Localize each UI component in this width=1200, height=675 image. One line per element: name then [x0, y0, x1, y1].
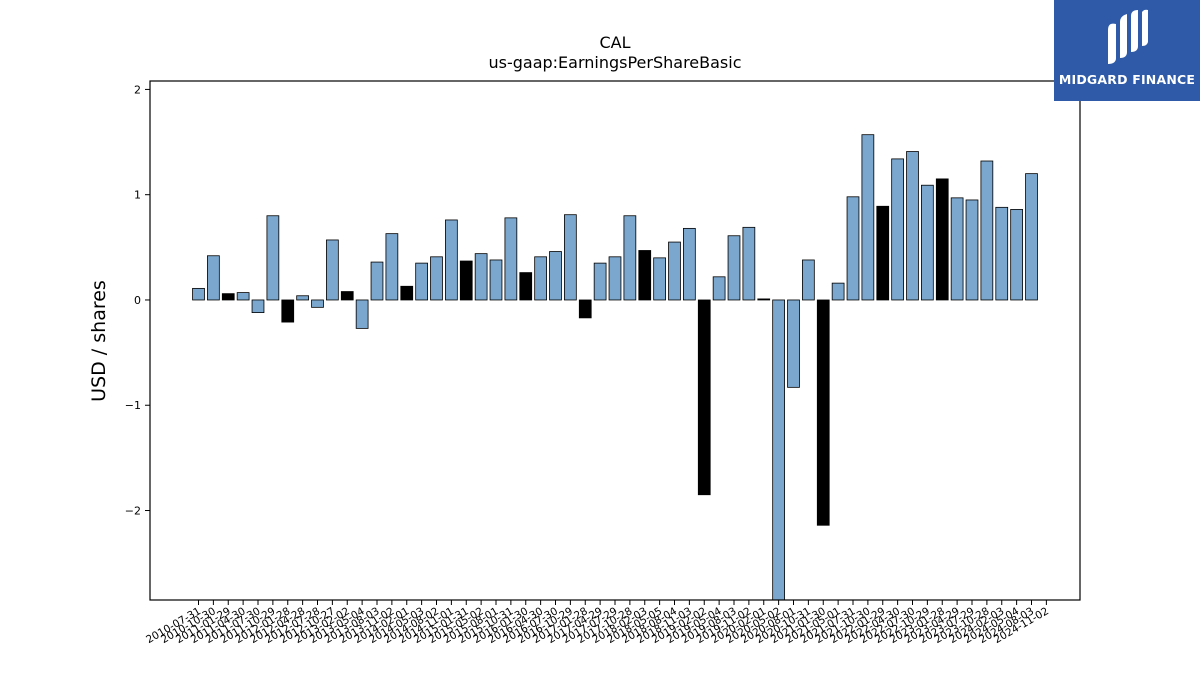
bar-2024-05-04: [1010, 209, 1023, 301]
bar-2019-11-02: [742, 226, 756, 301]
bar-2018-08-04: [668, 241, 681, 301]
bar-2018-11-03: [683, 227, 696, 301]
y-tick-label: 2: [134, 83, 141, 96]
chart-title: CAL: [599, 33, 630, 52]
bar-2019-08-03: [727, 235, 741, 301]
bar-2013-05-04: [355, 299, 369, 329]
bar-2014-05-03: [415, 262, 428, 301]
bar-2013-02-02: [340, 291, 354, 301]
bar-2011-07-30: [251, 299, 265, 314]
bar-2022-10-29: [921, 184, 934, 301]
bar-2019-05-04: [712, 276, 726, 301]
bar-2017-07-29: [608, 256, 622, 301]
bar-2020-08-01: [787, 299, 800, 388]
bar-2024-08-03: [1025, 173, 1038, 301]
bar-2021-01-30: [816, 299, 830, 526]
bar-2021-10-30: [861, 134, 875, 301]
bar-2016-07-30: [549, 251, 562, 301]
bar-2021-07-31: [846, 196, 860, 301]
midgard-logo-icon: [1108, 9, 1148, 65]
bar-2020-05-02: [772, 299, 785, 601]
y-tick-label: 0: [134, 294, 141, 307]
bar-2018-02-03: [638, 250, 652, 301]
bar-2018-05-05: [653, 257, 666, 301]
bar-2022-04-30: [891, 158, 904, 301]
bar-2016-01-30: [519, 272, 533, 301]
bar-2010-07-31: [192, 287, 205, 301]
y-tick-label: 1: [134, 189, 141, 202]
bar-2017-10-28: [623, 215, 637, 301]
brand-logo: MIDGARD FINANCE: [1054, 0, 1200, 101]
bar-2014-02-01: [400, 285, 414, 301]
bar-2023-04-29: [950, 197, 964, 301]
bar-2020-02-01: [757, 298, 771, 301]
bar-2015-01-31: [459, 260, 473, 301]
bar-2023-07-29: [965, 199, 979, 301]
y-tick-label: −1: [125, 399, 141, 412]
x-ticks-group: 2010-07-312010-10-302011-01-292011-04-30…: [144, 600, 1051, 646]
bar-2013-11-02: [385, 233, 399, 301]
bar-2016-04-30: [534, 256, 547, 301]
bar-2011-10-29: [266, 215, 280, 301]
bar-2011-04-30: [236, 292, 250, 301]
bar-2012-07-28: [311, 299, 324, 308]
bar-2014-11-01: [445, 219, 458, 301]
bar-2023-01-28: [935, 178, 949, 301]
plot-frame: [149, 80, 1081, 601]
bar-2021-05-01: [831, 282, 845, 301]
bar-2016-10-29: [564, 214, 577, 301]
bar-2017-04-29: [593, 262, 607, 301]
bar-2010-10-30: [207, 255, 220, 301]
bar-2014-08-02: [430, 256, 443, 301]
bar-2024-02-03: [995, 206, 1009, 301]
bar-2015-10-31: [504, 217, 518, 301]
bar-2012-10-27: [326, 239, 339, 301]
bar-2023-10-28: [980, 160, 994, 301]
bar-2015-08-01: [489, 259, 503, 301]
bar-2022-07-30: [906, 151, 919, 301]
bar-2017-01-28: [578, 299, 592, 319]
y-tick-label: −2: [125, 505, 141, 518]
y-axis-label: USD / shares: [88, 280, 110, 402]
bar-2022-01-29: [876, 205, 890, 301]
bar-2015-05-02: [474, 253, 488, 301]
bar-2013-08-03: [370, 261, 384, 301]
bar-2011-01-29: [221, 293, 235, 301]
bar-2012-01-28: [281, 299, 295, 323]
bar-2020-10-31: [802, 259, 815, 301]
bar-2012-04-28: [296, 295, 309, 301]
brand-name: MIDGARD FINANCE: [1058, 72, 1196, 87]
bar-2019-02-02: [697, 299, 711, 496]
chart-subtitle: us-gaap:EarningsPerShareBasic: [488, 53, 741, 72]
bars-group: [192, 134, 1038, 601]
y-ticks-group: 2 1 0 −1 −2: [125, 83, 150, 518]
